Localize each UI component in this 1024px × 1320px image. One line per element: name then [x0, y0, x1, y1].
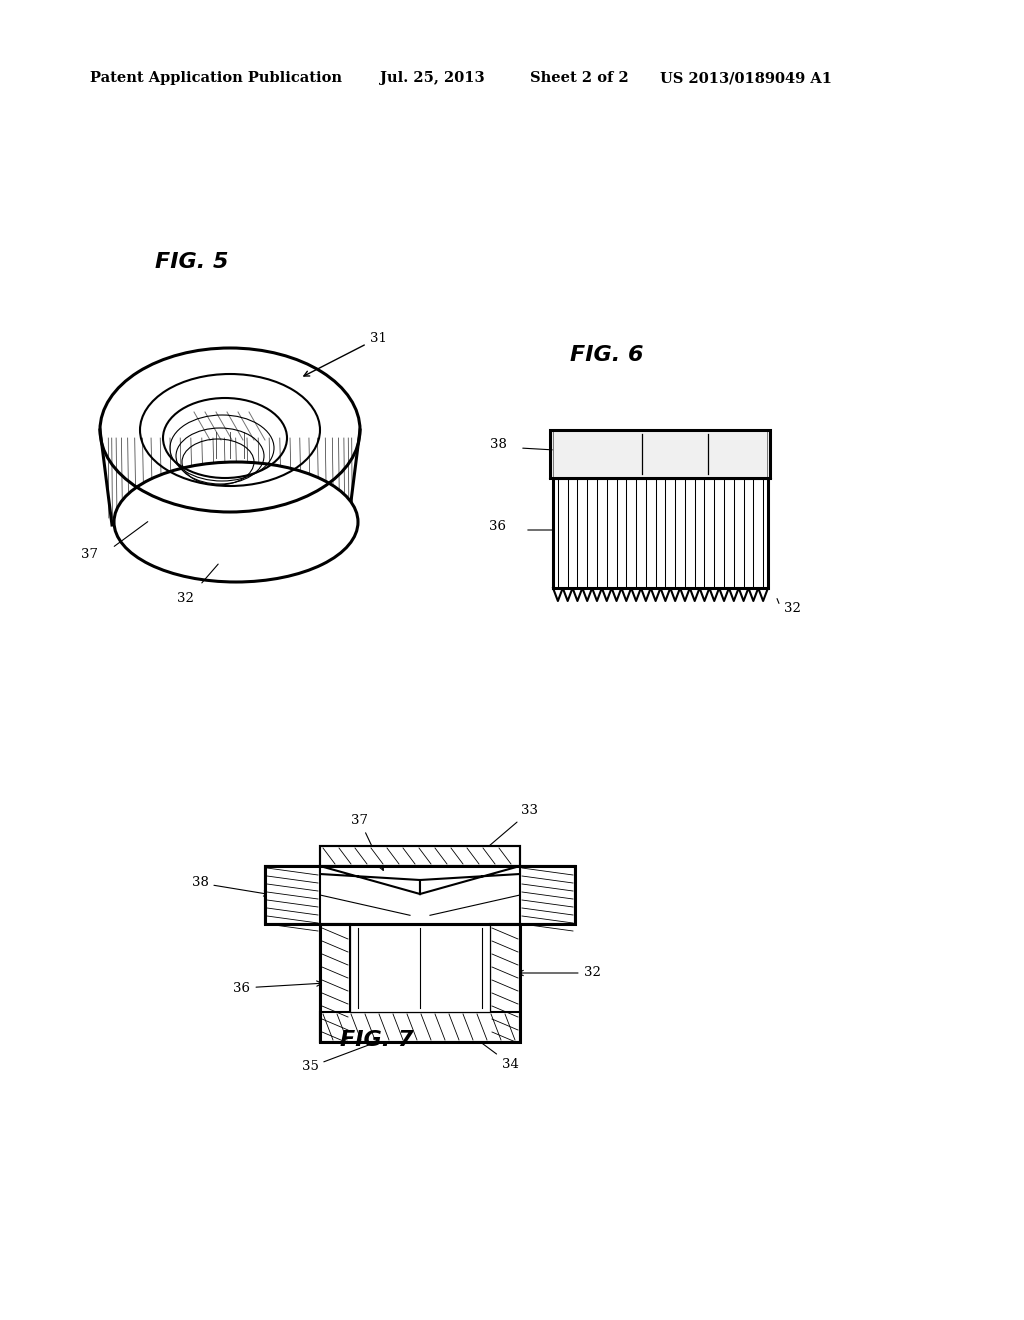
- Bar: [265, 866, 575, 924]
- Text: Jul. 25, 2013: Jul. 25, 2013: [380, 71, 484, 84]
- Text: Patent Application Publication: Patent Application Publication: [90, 71, 342, 84]
- Text: 32: 32: [176, 591, 194, 605]
- Bar: [265, 866, 319, 924]
- Bar: [520, 866, 575, 924]
- Text: Sheet 2 of 2: Sheet 2 of 2: [530, 71, 629, 84]
- Bar: [319, 846, 520, 866]
- Polygon shape: [319, 866, 420, 894]
- Text: 32: 32: [518, 966, 600, 979]
- Bar: [550, 430, 770, 478]
- Text: 34: 34: [443, 1014, 518, 1071]
- Text: 38: 38: [191, 876, 269, 896]
- Text: 37: 37: [351, 814, 383, 870]
- Ellipse shape: [114, 462, 358, 582]
- Text: 37: 37: [82, 549, 98, 561]
- Bar: [319, 924, 350, 1041]
- Text: US 2013/0189049 A1: US 2013/0189049 A1: [660, 71, 831, 84]
- Text: 33: 33: [478, 804, 539, 855]
- Text: 35: 35: [301, 1035, 394, 1073]
- Bar: [490, 924, 520, 1041]
- Bar: [350, 924, 490, 1012]
- Text: 32: 32: [783, 602, 801, 615]
- Text: 36: 36: [233, 981, 322, 994]
- Bar: [319, 1012, 520, 1041]
- Bar: [553, 478, 768, 587]
- Polygon shape: [420, 866, 520, 894]
- Text: 31: 31: [304, 331, 386, 376]
- Text: 38: 38: [489, 437, 507, 450]
- Text: FIG. 5: FIG. 5: [155, 252, 228, 272]
- Text: FIG. 6: FIG. 6: [570, 345, 643, 366]
- Text: FIG. 7: FIG. 7: [340, 1030, 414, 1049]
- Bar: [319, 924, 520, 1041]
- Bar: [319, 846, 520, 866]
- Text: 36: 36: [489, 520, 507, 532]
